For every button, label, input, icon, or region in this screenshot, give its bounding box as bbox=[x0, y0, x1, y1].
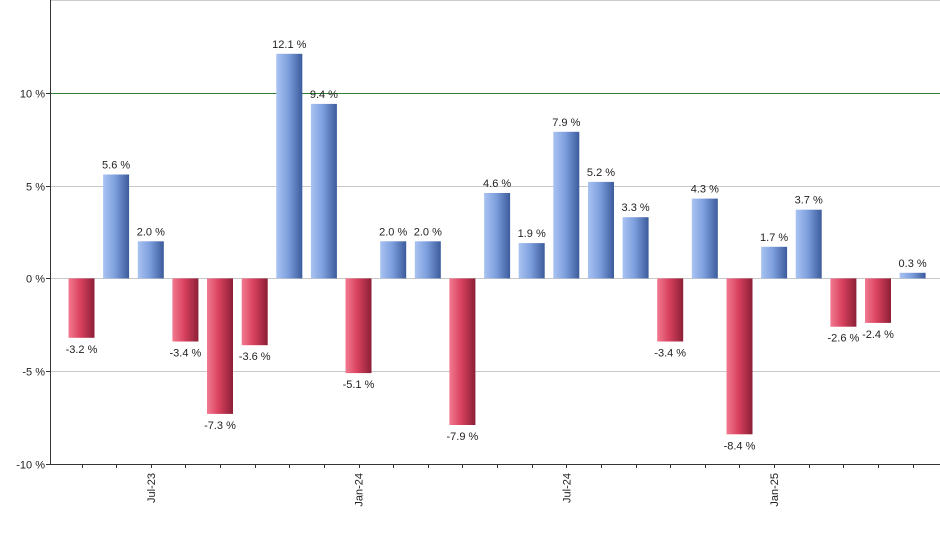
bar bbox=[414, 241, 441, 279]
axes: -10 % -5 % 0 % 5 % 10 % Jul-23 Jan-24 Jul-24 Jan… bbox=[16, 0, 940, 507]
bar bbox=[691, 198, 718, 279]
data-label: 9.4 % bbox=[310, 89, 338, 101]
y-tick-label: -5 % bbox=[22, 367, 45, 379]
bar bbox=[553, 131, 580, 279]
data-label: 0.3 % bbox=[899, 258, 927, 270]
bar bbox=[830, 278, 857, 327]
data-label: 2.0 % bbox=[137, 226, 165, 238]
data-label: -3.2 % bbox=[66, 344, 98, 356]
data-label: -7.3 % bbox=[204, 420, 236, 432]
bar bbox=[449, 278, 476, 425]
bar bbox=[345, 278, 372, 374]
data-label: 5.6 % bbox=[102, 160, 130, 172]
data-label: 4.6 % bbox=[483, 178, 511, 190]
bar bbox=[622, 217, 649, 279]
bar bbox=[657, 278, 684, 342]
data-label: -3.4 % bbox=[654, 348, 686, 360]
data-label: 5.2 % bbox=[587, 167, 615, 179]
bar bbox=[172, 278, 199, 342]
bar bbox=[518, 243, 545, 279]
data-label: 4.3 % bbox=[691, 184, 719, 196]
data-label: 1.7 % bbox=[760, 232, 788, 244]
bar bbox=[103, 174, 130, 279]
data-label: 3.3 % bbox=[622, 202, 650, 214]
bar bbox=[68, 278, 95, 338]
data-label: -3.6 % bbox=[239, 351, 271, 363]
y-tick-label: 0 % bbox=[26, 274, 45, 286]
data-label: -2.4 % bbox=[862, 329, 894, 341]
bar bbox=[380, 241, 407, 279]
data-label: 2.0 % bbox=[414, 226, 442, 238]
bar bbox=[241, 278, 268, 346]
bar bbox=[726, 278, 753, 435]
bar bbox=[795, 209, 822, 279]
bar bbox=[207, 278, 233, 414]
data-label: 1.9 % bbox=[518, 228, 546, 240]
bar bbox=[588, 181, 614, 279]
bar bbox=[137, 241, 164, 279]
data-label: -5.1 % bbox=[343, 379, 375, 391]
data-label: 12.1 % bbox=[272, 39, 306, 51]
y-tick-label: 10 % bbox=[20, 89, 45, 101]
bar bbox=[276, 53, 303, 279]
bar bbox=[865, 278, 891, 323]
data-label: 2.0 % bbox=[379, 226, 407, 238]
data-label: 7.9 % bbox=[552, 117, 580, 129]
data-label: -7.9 % bbox=[447, 431, 479, 443]
bar bbox=[310, 103, 337, 279]
x-tick-label: Jan-25 bbox=[769, 473, 781, 507]
x-tick-label: Jul-24 bbox=[561, 473, 573, 503]
bar bbox=[899, 272, 926, 279]
bar bbox=[761, 246, 788, 279]
data-label: -8.4 % bbox=[724, 440, 756, 452]
x-tick-label: Jan-24 bbox=[354, 473, 366, 507]
y-tick-label: 5 % bbox=[26, 182, 45, 194]
data-labels: -3.2 % 5.6 % 2.0 % -3.4 % -7.3 % -3.6 % 12.1 %… bbox=[66, 39, 927, 452]
bars bbox=[68, 53, 926, 435]
data-label: 3.7 % bbox=[795, 195, 823, 207]
x-tick-label: Jul-23 bbox=[146, 473, 158, 503]
data-label: -2.6 % bbox=[828, 333, 860, 345]
bar bbox=[484, 193, 511, 279]
y-tick-label: -10 % bbox=[16, 460, 45, 472]
data-label: -3.4 % bbox=[170, 348, 202, 360]
